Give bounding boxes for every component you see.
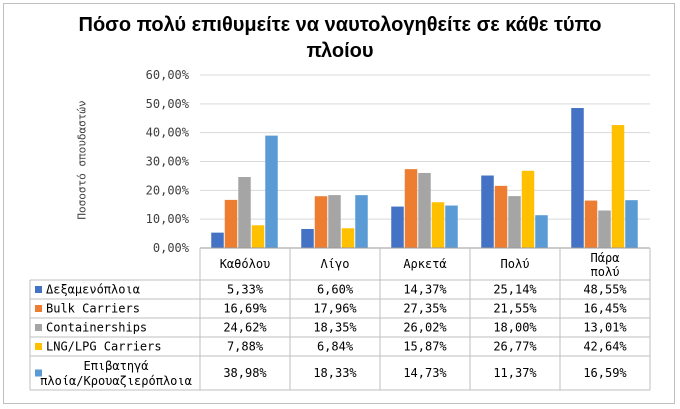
data-label: 11,37% <box>493 366 537 380</box>
data-label: 14,37% <box>403 283 447 297</box>
data-label: 15,87% <box>403 340 447 354</box>
data-label: 6,84% <box>317 340 354 354</box>
bar <box>328 195 341 248</box>
data-label: 6,60% <box>317 283 354 297</box>
y-tick-label: 60,00% <box>146 68 190 82</box>
bar <box>431 202 445 248</box>
data-label: 17,96% <box>313 302 357 316</box>
data-label: 18,35% <box>313 321 357 335</box>
legend-swatch <box>35 369 42 377</box>
bar <box>535 215 548 248</box>
x-tick-label: Λίγο <box>321 257 350 271</box>
x-tick-label: πολύ <box>591 265 620 279</box>
bar <box>251 225 265 248</box>
data-label: 18,33% <box>313 366 357 380</box>
bar <box>571 108 584 249</box>
data-label: 7,88% <box>227 340 264 354</box>
bar <box>418 172 431 248</box>
legend-label: LNG/LPG Carriers <box>46 340 162 354</box>
bar <box>625 200 638 248</box>
bar <box>301 228 314 248</box>
y-tick-label: 10,00% <box>146 212 190 226</box>
x-tick-label: Πάρα <box>591 251 620 265</box>
bar <box>224 199 238 248</box>
bar <box>481 175 494 248</box>
y-tick-label: 0,00% <box>153 241 190 255</box>
bar <box>341 228 355 248</box>
y-tick-label: 30,00% <box>146 155 190 169</box>
x-tick-label: Αρκετά <box>403 257 446 271</box>
data-label: 25,14% <box>493 283 537 297</box>
data-label: 16,69% <box>223 302 267 316</box>
legend-swatch <box>35 343 42 350</box>
legend-label: Bulk Carriers <box>46 302 140 316</box>
legend-label: Δεξαμενόπλοια <box>46 283 140 297</box>
data-label: 16,59% <box>583 366 627 380</box>
legend-swatch <box>35 324 42 331</box>
data-label: 48,55% <box>583 283 627 297</box>
data-label: 21,55% <box>493 302 537 316</box>
data-label: 38,98% <box>223 366 267 380</box>
bar <box>355 195 368 248</box>
bar <box>611 125 625 248</box>
y-tick-label: 20,00% <box>146 183 190 197</box>
legend-label: Containerships <box>46 321 147 335</box>
data-label: 24,62% <box>223 321 267 335</box>
data-label: 42,64% <box>583 340 627 354</box>
y-tick-label: 40,00% <box>146 126 190 140</box>
chart-title: Πόσο πολύ επιθυμείτε να ναυτολογηθείτε σ… <box>78 14 602 62</box>
x-tick-label: Καθόλου <box>220 257 271 271</box>
bar <box>238 177 251 248</box>
y-tick-label: 50,00% <box>146 97 190 111</box>
bar <box>404 169 418 248</box>
data-label: 14,73% <box>403 366 447 380</box>
bar <box>445 205 458 248</box>
bar <box>494 185 508 248</box>
bar <box>508 196 521 248</box>
x-tick-label: Πολύ <box>501 257 530 271</box>
legend-label: Επιβατηγά <box>83 359 148 373</box>
bar <box>391 206 404 248</box>
data-label: 16,45% <box>583 302 627 316</box>
bar <box>314 196 328 248</box>
bar <box>584 200 598 248</box>
bar <box>211 232 224 248</box>
legend-label: πλοία/Κρουαζιερόπλοια <box>40 374 192 388</box>
data-label: 27,35% <box>403 302 447 316</box>
data-label: 26,77% <box>493 340 537 354</box>
data-label: 13,01% <box>583 321 627 335</box>
legend-swatch <box>35 286 42 293</box>
data-label: 18,00% <box>493 321 537 335</box>
data-label: 26,02% <box>403 321 447 335</box>
bar <box>265 135 278 248</box>
bar <box>598 210 611 248</box>
bar <box>521 170 535 248</box>
data-label: 5,33% <box>227 283 264 297</box>
legend-swatch <box>35 305 42 312</box>
